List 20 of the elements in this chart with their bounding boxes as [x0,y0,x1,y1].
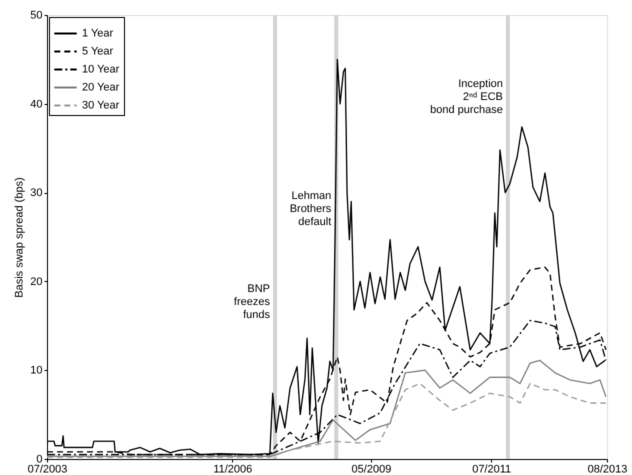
y-tick-label: 40 [30,98,42,110]
legend-label: 10 Year [82,64,120,76]
legend-label: 20 Year [82,82,120,94]
x-tick-label: 08/2013 [588,464,628,475]
y-tick-label: 10 [30,364,42,377]
x-tick-label: 07/2011 [472,464,512,475]
y-tick-label: 20 [30,276,42,288]
legend-label: 5 Year [82,46,114,58]
x-tick-label: 11/2006 [213,464,252,475]
ref-line-label: Lehman Brothers default [290,190,332,228]
y-tick-label: 0 [36,454,42,466]
x-tick-label: 05/2009 [352,464,392,475]
ref-line-label: BNP freezes funds [234,283,271,321]
legend-label: 30 Year [82,100,120,112]
y-tick-label: 50 [30,10,42,22]
y-tick-label: 30 [30,187,42,200]
x-tick-label: 07/2003 [28,464,68,475]
y-axis-title: Basis swap spread (bps) [13,177,26,298]
ref-line-label: Inception 2ⁿᵈ ECB bond purchase [430,78,503,116]
legend-label: 1 Year [82,28,114,40]
